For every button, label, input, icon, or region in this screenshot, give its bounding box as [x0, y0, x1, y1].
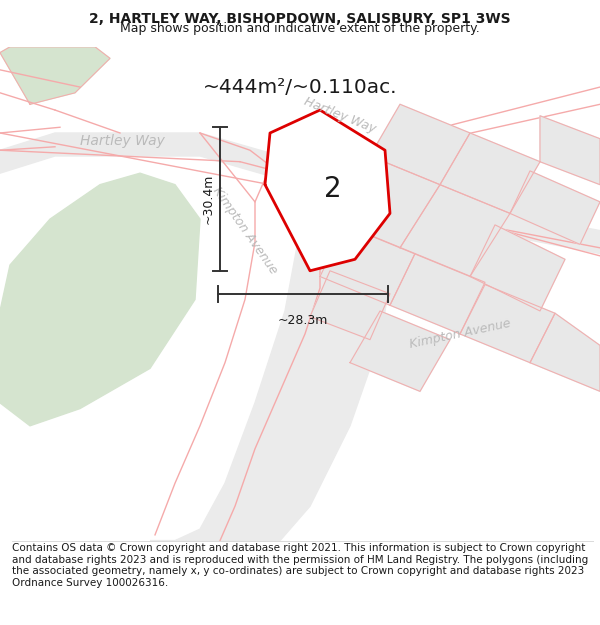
Text: Kimpton Avenue: Kimpton Avenue	[408, 317, 512, 351]
Text: 2: 2	[324, 175, 341, 203]
Text: ~30.4m: ~30.4m	[202, 174, 215, 224]
Polygon shape	[150, 179, 395, 541]
Polygon shape	[530, 313, 600, 391]
Polygon shape	[460, 284, 555, 362]
Text: Contains OS data © Crown copyright and database right 2021. This information is : Contains OS data © Crown copyright and d…	[12, 543, 588, 588]
Text: Hartley Way: Hartley Way	[302, 96, 378, 136]
Polygon shape	[330, 156, 440, 248]
Text: 2, HARTLEY WAY, BISHOPDOWN, SALISBURY, SP1 3WS: 2, HARTLEY WAY, BISHOPDOWN, SALISBURY, S…	[89, 12, 511, 26]
Text: ~28.3m: ~28.3m	[278, 314, 328, 328]
Polygon shape	[340, 184, 365, 210]
Polygon shape	[400, 184, 510, 276]
Polygon shape	[540, 116, 600, 184]
Polygon shape	[265, 110, 390, 271]
Text: Map shows position and indicative extent of the property.: Map shows position and indicative extent…	[120, 22, 480, 35]
Polygon shape	[390, 254, 485, 334]
Polygon shape	[370, 104, 470, 184]
Polygon shape	[0, 173, 200, 426]
Polygon shape	[510, 171, 600, 244]
Text: Kimpton Avenue: Kimpton Avenue	[210, 184, 280, 277]
Polygon shape	[320, 225, 415, 305]
Text: Hartley Way: Hartley Way	[80, 134, 165, 148]
Polygon shape	[440, 133, 540, 213]
Polygon shape	[470, 225, 565, 311]
Polygon shape	[310, 271, 390, 339]
Polygon shape	[0, 133, 600, 254]
Polygon shape	[0, 47, 110, 104]
Text: ~444m²/~0.110ac.: ~444m²/~0.110ac.	[203, 78, 397, 97]
Polygon shape	[350, 311, 450, 391]
